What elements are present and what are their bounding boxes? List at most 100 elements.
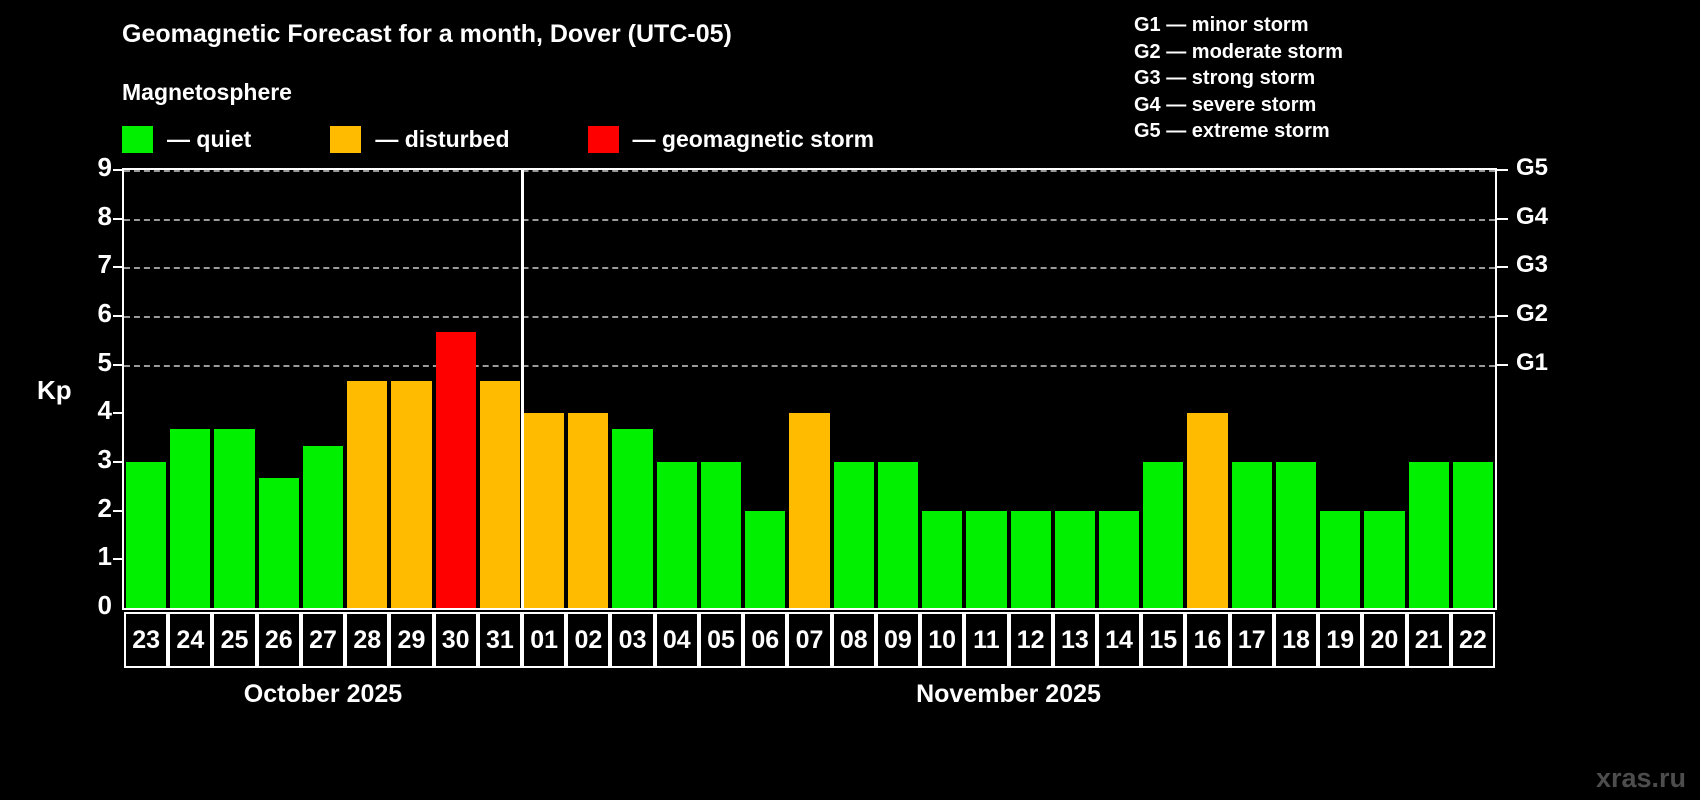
- day-label-12: 12: [1008, 612, 1053, 668]
- legend-swatch-icon: [330, 125, 362, 153]
- day-label-18: 18: [1273, 612, 1319, 668]
- bar-day-05: [700, 462, 742, 608]
- bar-day-13: [1054, 510, 1095, 608]
- day-label-19: 19: [1318, 612, 1363, 668]
- bar-day-11: [966, 510, 1007, 608]
- legend-swatch-icon: [587, 125, 619, 153]
- day-label-17: 17: [1229, 612, 1274, 668]
- bar-day-17: [1231, 462, 1272, 608]
- day-label-03: 03: [610, 612, 655, 668]
- g-tick-label-G5: G5: [1516, 154, 1549, 181]
- day-label-28: 28: [345, 612, 390, 668]
- y-tick-label-6: 6: [97, 298, 112, 328]
- bar-day-06: [745, 510, 786, 608]
- day-label-09: 09: [875, 612, 921, 668]
- day-label-06: 06: [743, 612, 788, 668]
- bar-day-18: [1275, 462, 1317, 608]
- y-tick-label-9: 9: [97, 152, 112, 182]
- gscale-legend-row-4: G4 — severe storm: [1134, 93, 1317, 116]
- y-tick-mark-6: [113, 315, 124, 317]
- y-tick-mark-3: [113, 461, 124, 463]
- month-caption-0: October 2025: [243, 680, 403, 708]
- legend-item-1: — disturbed: [330, 124, 510, 154]
- bar-day-25: [214, 429, 255, 608]
- legend-swatch-icon: [122, 125, 153, 153]
- bar-day-27: [302, 445, 344, 608]
- day-label-02: 02: [566, 612, 611, 668]
- day-label-14: 14: [1096, 612, 1142, 668]
- day-label-10: 10: [920, 612, 965, 668]
- bar-day-15: [1143, 462, 1184, 608]
- bar-day-28: [347, 380, 388, 608]
- bar-day-31: [479, 380, 521, 608]
- plot-inner: [124, 170, 1495, 608]
- legend-item-2: — geomagnetic storm: [587, 124, 875, 154]
- g-tick-mark-G5: [1497, 169, 1508, 171]
- y-tick-mark-8: [113, 217, 124, 220]
- bar-day-22: [1452, 462, 1493, 608]
- legend-label: — quiet: [167, 125, 252, 152]
- bar-day-12: [1010, 510, 1051, 608]
- y-tick-label-0: 0: [97, 590, 112, 620]
- bar-day-04: [656, 462, 697, 608]
- y-tick-mark-1: [113, 558, 124, 561]
- magnetosphere-legend: — quiet — disturbed — geomagnetic storm: [122, 124, 874, 154]
- bar-day-24: [170, 429, 211, 608]
- day-label-15: 15: [1141, 612, 1186, 668]
- day-label-31: 31: [477, 612, 523, 668]
- y-tick-label-8: 8: [97, 200, 112, 231]
- bar-day-09: [877, 462, 919, 608]
- y-tick-mark-9: [113, 169, 124, 171]
- y-tick-label-4: 4: [97, 395, 112, 426]
- watermark: xras.ru: [1595, 763, 1686, 793]
- magnetosphere-heading: Magnetosphere: [122, 79, 292, 105]
- bar-day-20: [1364, 510, 1405, 608]
- bar-day-30: [435, 332, 476, 608]
- bar-day-19: [1320, 510, 1361, 608]
- day-label-01: 01: [522, 612, 567, 668]
- day-label-24: 24: [168, 612, 213, 668]
- gridline-kp-5: [124, 364, 1495, 367]
- g-tick-label-G2: G2: [1516, 300, 1549, 327]
- day-label-08: 08: [831, 612, 876, 668]
- y-tick-mark-2: [113, 509, 124, 512]
- bar-day-03: [612, 429, 653, 608]
- bar-day-07: [789, 413, 830, 608]
- y-tick-mark-7: [113, 266, 124, 269]
- day-label-27: 27: [300, 612, 346, 668]
- bars: [124, 170, 1495, 608]
- bar-day-23: [126, 462, 167, 608]
- day-label-20: 20: [1362, 612, 1407, 668]
- day-label-29: 29: [389, 612, 434, 668]
- legend-label: — geomagnetic storm: [632, 125, 875, 152]
- page-title: Geomagnetic Forecast for a month, Dover …: [122, 20, 732, 48]
- g-tick-mark-G4: [1497, 217, 1508, 220]
- g-tick-label-G1: G1: [1516, 348, 1549, 376]
- bar-day-01: [524, 413, 565, 608]
- y-tick-label-2: 2: [97, 492, 112, 523]
- gscale-legend-row-1: G1 — minor storm: [1134, 14, 1309, 36]
- bar-day-14: [1098, 510, 1140, 608]
- y-tick-label-7: 7: [97, 249, 112, 280]
- day-label-22: 22: [1450, 612, 1495, 668]
- g-tick-label-G3: G3: [1516, 251, 1549, 279]
- y-tick-mark-4: [113, 412, 124, 415]
- plot-area: [122, 168, 1497, 610]
- day-label-21: 21: [1406, 612, 1451, 668]
- legend-label: — disturbed: [375, 125, 510, 152]
- day-label-05: 05: [698, 612, 744, 668]
- bar-day-26: [258, 478, 299, 608]
- bar-day-21: [1408, 462, 1449, 608]
- month-caption-1: November 2025: [916, 680, 1101, 708]
- month-divider: [520, 170, 524, 608]
- gridline-kp-7: [124, 267, 1495, 270]
- bar-day-16: [1187, 413, 1228, 608]
- bar-day-02: [568, 413, 609, 608]
- g-tick-mark-G2: [1497, 315, 1508, 317]
- gridline-kp-8: [124, 218, 1495, 221]
- g-tick-label-G4: G4: [1516, 202, 1549, 230]
- gridline-kp-6: [124, 316, 1495, 318]
- day-label-25: 25: [212, 612, 257, 668]
- y-axis-title: Kp: [37, 375, 72, 405]
